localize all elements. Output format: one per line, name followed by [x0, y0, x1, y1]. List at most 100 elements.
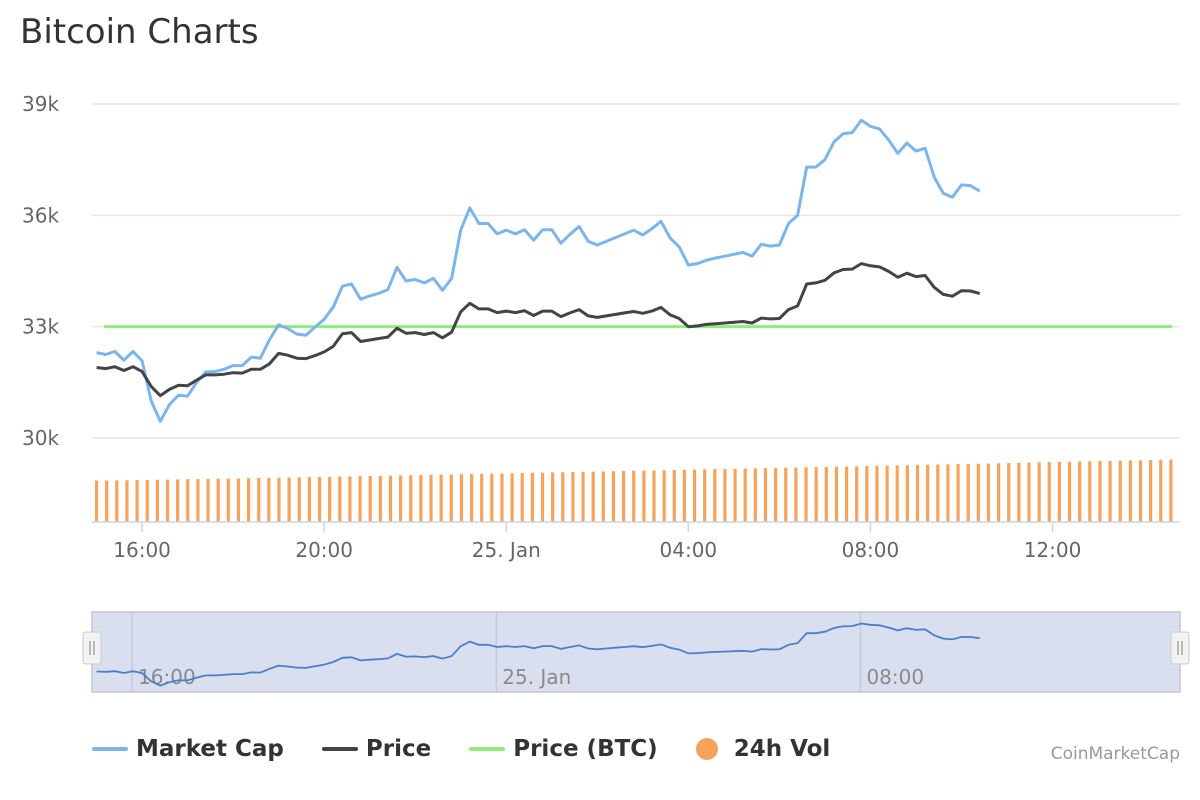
volume-bar[interactable] — [1108, 460, 1112, 522]
volume-bar[interactable] — [449, 474, 453, 522]
volume-bar[interactable] — [490, 473, 494, 522]
volume-bar[interactable] — [662, 470, 666, 522]
volume-bar[interactable] — [946, 464, 950, 522]
volume-bar[interactable] — [206, 478, 210, 522]
credits-link[interactable]: CoinMarketCap — [1050, 744, 1180, 764]
volume-bar[interactable] — [1149, 460, 1153, 522]
volume-bar[interactable] — [267, 477, 271, 522]
volume-bar[interactable] — [692, 469, 697, 522]
volume-bar[interactable] — [429, 474, 433, 522]
volume-bar[interactable] — [317, 476, 322, 522]
volume-bar[interactable] — [105, 480, 109, 522]
volume-bar[interactable] — [1007, 463, 1011, 522]
volume-bar[interactable] — [713, 469, 717, 522]
volume-bar[interactable] — [682, 469, 687, 522]
volume-bar[interactable] — [976, 463, 980, 522]
legend-item-volume[interactable]: 24h Vol — [695, 736, 830, 762]
volume-bar[interactable] — [895, 465, 899, 522]
volume-bar[interactable] — [348, 476, 352, 522]
legend-item-price-btc[interactable]: Price (BTC) — [469, 736, 658, 762]
navigator-handle-right[interactable] — [1170, 631, 1190, 665]
volume-bar[interactable] — [601, 471, 605, 522]
volume-bar[interactable] — [885, 465, 889, 522]
volume-bar[interactable] — [155, 479, 159, 522]
volume-bar[interactable] — [753, 468, 757, 522]
volume-bar[interactable] — [338, 476, 342, 522]
volume-bar[interactable] — [1078, 461, 1082, 522]
volume-bar[interactable] — [804, 467, 808, 522]
volume-bar[interactable] — [1017, 462, 1021, 522]
volume-bar[interactable] — [226, 478, 230, 522]
chart-canvas[interactable]: 30k 33k 36k 39k 16:00 20:00 25. Jan 04:00 08:00… — [0, 0, 1200, 730]
volume-bar[interactable] — [165, 479, 170, 522]
volume-bar[interactable] — [176, 479, 180, 522]
volume-bar[interactable] — [1098, 461, 1102, 522]
volume-bar[interactable] — [1037, 462, 1041, 522]
volume-bar[interactable] — [936, 464, 940, 522]
volume-bar[interactable] — [125, 480, 129, 522]
volume-bar[interactable] — [540, 472, 545, 522]
volume-bar[interactable] — [1047, 462, 1051, 522]
volume-bar[interactable] — [855, 466, 859, 522]
volume-bar[interactable] — [926, 464, 930, 522]
volume-bar[interactable] — [520, 473, 524, 522]
volume-bar[interactable] — [530, 472, 534, 522]
volume-bar[interactable] — [875, 465, 879, 522]
volume-bar[interactable] — [1138, 460, 1143, 522]
volume-bar[interactable] — [915, 464, 920, 522]
volume-bar[interactable] — [1057, 461, 1062, 522]
volume-bar[interactable] — [703, 469, 707, 522]
volume-bar[interactable] — [632, 470, 636, 522]
volume-bar[interactable] — [844, 466, 849, 522]
volume-bar[interactable] — [257, 478, 261, 522]
volume-bar[interactable] — [1118, 460, 1122, 522]
volume-bar[interactable] — [115, 480, 119, 522]
volume-bar[interactable] — [186, 479, 190, 522]
volume-bars[interactable] — [94, 459, 1173, 522]
volume-bar[interactable] — [388, 475, 393, 522]
navigator-handle-left[interactable] — [82, 631, 102, 665]
volume-bar[interactable] — [1128, 460, 1132, 522]
volume-bar[interactable] — [196, 479, 200, 522]
volume-bar[interactable] — [246, 478, 251, 522]
volume-bar[interactable] — [135, 480, 139, 522]
volume-bar[interactable] — [1067, 461, 1072, 522]
volume-bar[interactable] — [236, 478, 241, 522]
volume-bar[interactable] — [743, 468, 747, 522]
volume-bar[interactable] — [774, 467, 778, 522]
volume-bar[interactable] — [500, 473, 504, 522]
volume-bar[interactable] — [784, 467, 788, 522]
legend-item-price[interactable]: Price — [321, 736, 431, 762]
volume-bar[interactable] — [307, 477, 311, 522]
volume-bar[interactable] — [763, 468, 768, 522]
volume-bar[interactable] — [297, 477, 301, 522]
volume-bar[interactable] — [1088, 461, 1092, 522]
volume-bar[interactable] — [723, 468, 727, 522]
volume-bar[interactable] — [439, 474, 443, 522]
volume-bar[interactable] — [986, 463, 991, 522]
volume-bar[interactable] — [733, 468, 737, 522]
price-line[interactable] — [96, 262, 981, 398]
volume-bar[interactable] — [277, 477, 281, 522]
volume-bar[interactable] — [611, 471, 616, 522]
volume-bar[interactable] — [399, 475, 403, 522]
volume-bar[interactable] — [642, 470, 646, 522]
volume-bar[interactable] — [1159, 459, 1163, 522]
volume-bar[interactable] — [328, 476, 332, 522]
volume-bar[interactable] — [510, 473, 514, 522]
volume-bar[interactable] — [652, 470, 656, 522]
volume-bar[interactable] — [1027, 462, 1031, 522]
volume-bar[interactable] — [480, 473, 484, 522]
volume-bar[interactable] — [358, 476, 362, 522]
volume-bar[interactable] — [419, 475, 423, 522]
volume-bar[interactable] — [865, 466, 869, 522]
volume-bar[interactable] — [378, 475, 382, 522]
volume-bar[interactable] — [966, 463, 970, 522]
market-cap-line[interactable] — [96, 118, 981, 423]
volume-bar[interactable] — [794, 467, 798, 522]
volume-bar[interactable] — [409, 475, 413, 522]
volume-bar[interactable] — [469, 474, 474, 522]
legend-item-market-cap[interactable]: Market Cap — [92, 736, 284, 762]
volume-bar[interactable] — [368, 475, 372, 522]
volume-bar[interactable] — [216, 478, 220, 522]
